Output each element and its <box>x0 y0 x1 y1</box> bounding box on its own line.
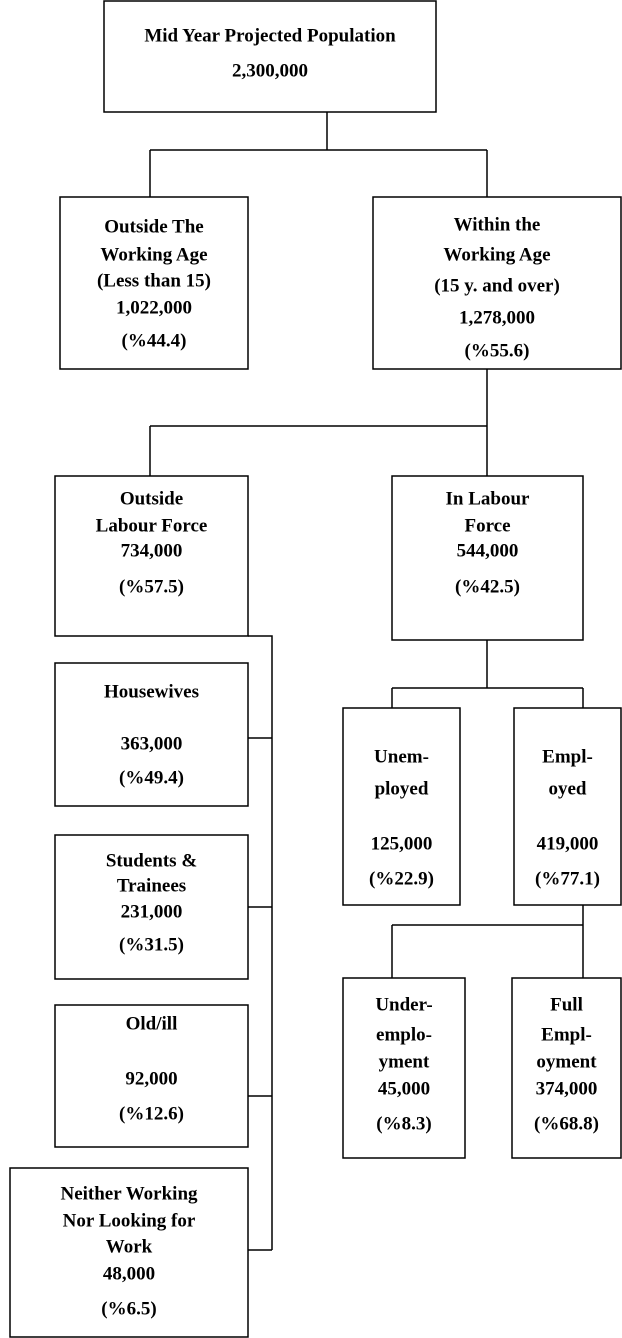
node-label: 45,000 <box>378 1078 430 1099</box>
connector <box>391 905 584 978</box>
node-label: Within the <box>454 214 541 235</box>
node-label: Working Age <box>100 244 207 265</box>
node-label: Nor Looking for <box>63 1210 196 1231</box>
node-box <box>54 834 249 980</box>
node-label: yment <box>379 1051 430 1072</box>
node-box <box>342 707 461 906</box>
node-box <box>103 0 437 113</box>
node-box <box>59 196 249 370</box>
node-label: Outside <box>120 488 183 509</box>
node-label: (%49.4) <box>119 767 184 788</box>
node-label: (%44.4) <box>122 330 187 351</box>
node-label: Housewives <box>104 681 199 702</box>
node-box <box>54 475 249 637</box>
node-label: Full <box>550 994 583 1015</box>
node-box <box>54 662 249 807</box>
node-label: Outside The <box>104 216 203 237</box>
node-label: (%31.5) <box>119 934 184 955</box>
node-label: emplo- <box>376 1024 432 1045</box>
node-box <box>391 475 584 641</box>
node-label: 48,000 <box>103 1263 155 1284</box>
node-label: 125,000 <box>371 833 433 854</box>
node-label: Trainees <box>117 875 186 896</box>
node-label: Students & <box>106 850 197 871</box>
connector <box>149 369 488 476</box>
node-label: 92,000 <box>125 1068 177 1089</box>
node-label: 1,022,000 <box>116 297 192 318</box>
node-label: Empl- <box>542 746 593 767</box>
node-label: (%57.5) <box>119 576 184 597</box>
node-label: ployed <box>375 778 429 799</box>
node-label: 1,278,000 <box>459 307 535 328</box>
node-box <box>9 1167 249 1338</box>
node-label: (%12.6) <box>119 1103 184 1124</box>
node-label: oyed <box>549 778 587 799</box>
node-label: (%55.6) <box>465 340 530 361</box>
connector <box>391 640 584 708</box>
node-label: Mid Year Projected Population <box>144 25 396 46</box>
node-label: 544,000 <box>457 540 519 561</box>
connector <box>149 112 488 197</box>
node-label: Under- <box>375 994 432 1015</box>
node-label: (%22.9) <box>369 868 434 889</box>
node-label: Working Age <box>443 244 550 265</box>
node-label: 419,000 <box>537 833 599 854</box>
node-label: (Less than 15) <box>97 270 211 291</box>
node-label: 734,000 <box>121 540 183 561</box>
node-box <box>342 977 466 1159</box>
node-box <box>54 1004 249 1148</box>
node-box <box>372 196 622 370</box>
node-label: 231,000 <box>121 901 183 922</box>
node-label: (%68.8) <box>534 1113 599 1134</box>
node-label: (15 y. and over) <box>434 275 560 296</box>
node-label: Empl- <box>541 1024 592 1045</box>
node-label: (%6.5) <box>101 1298 156 1319</box>
node-label: (%8.3) <box>376 1113 431 1134</box>
node-label: Unem- <box>374 746 429 767</box>
node-label: Old/ill <box>126 1013 178 1034</box>
node-label: (%42.5) <box>455 576 520 597</box>
node-label: 374,000 <box>536 1078 598 1099</box>
node-label: In Labour <box>446 488 531 509</box>
node-label: Work <box>106 1236 153 1257</box>
connector <box>248 635 273 1251</box>
node-label: Force <box>464 515 510 536</box>
node-label: Neither Working <box>60 1183 198 1204</box>
node-label: (%77.1) <box>535 868 600 889</box>
node-label: 363,000 <box>121 733 183 754</box>
node-label: Labour Force <box>96 515 208 536</box>
node-box <box>513 707 622 906</box>
node-label: 2,300,000 <box>232 60 308 81</box>
node-box <box>511 977 622 1159</box>
node-label: oyment <box>536 1051 597 1072</box>
